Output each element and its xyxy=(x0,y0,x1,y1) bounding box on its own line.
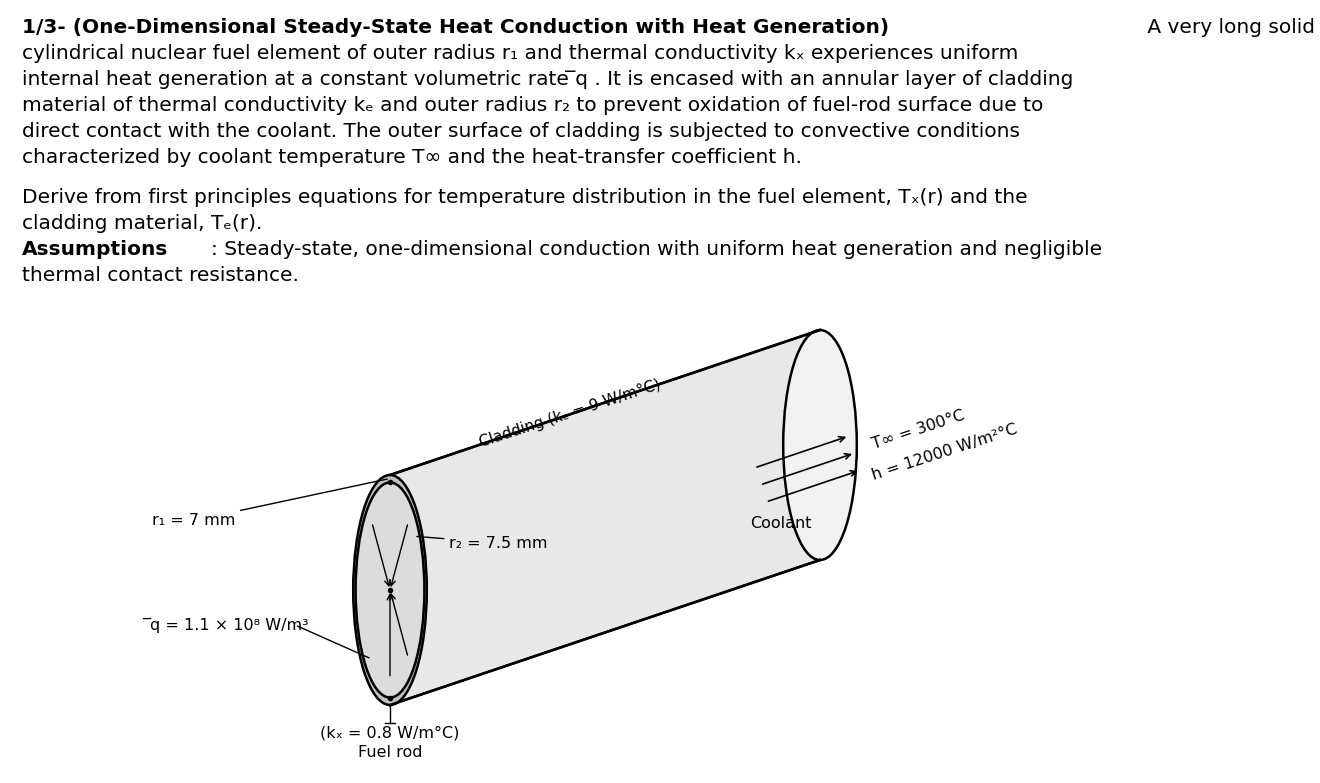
Text: cylindrical nuclear fuel element of outer radius r₁ and thermal conductivity kₓ : cylindrical nuclear fuel element of oute… xyxy=(22,44,1018,63)
Text: internal heat generation at a constant volumetric rate ̅q . It is encased with a: internal heat generation at a constant v… xyxy=(22,70,1073,89)
Text: : Steady-state, one-dimensional conduction with uniform heat generation and negl: : Steady-state, one-dimensional conducti… xyxy=(211,240,1102,259)
Ellipse shape xyxy=(355,482,425,698)
Text: 1/3- (One-Dimensional Steady-State Heat Conduction with Heat Generation): 1/3- (One-Dimensional Steady-State Heat … xyxy=(22,18,890,37)
Polygon shape xyxy=(389,330,820,705)
Text: Cladding (kₑ = 9 W/m°C): Cladding (kₑ = 9 W/m°C) xyxy=(478,377,663,450)
Text: material of thermal conductivity kₑ and outer radius r₂ to prevent oxidation of : material of thermal conductivity kₑ and … xyxy=(22,96,1043,115)
Text: Fuel rod: Fuel rod xyxy=(358,745,422,760)
Ellipse shape xyxy=(783,330,857,560)
Text: A very long solid: A very long solid xyxy=(1140,18,1315,37)
Text: h = 12000 W/m²°C: h = 12000 W/m²°C xyxy=(870,421,1019,482)
Text: thermal contact resistance.: thermal contact resistance. xyxy=(22,266,298,285)
Text: direct contact with the coolant. The outer surface of cladding is subjected to c: direct contact with the coolant. The out… xyxy=(22,122,1020,141)
Ellipse shape xyxy=(354,475,426,705)
Text: ̅q = 1.1 × 10⁸ W/m³: ̅q = 1.1 × 10⁸ W/m³ xyxy=(150,618,309,633)
Text: characterized by coolant temperature T∞ and the heat-transfer coefficient h.: characterized by coolant temperature T∞ … xyxy=(22,148,801,167)
Text: cladding material, Tₑ(r).: cladding material, Tₑ(r). xyxy=(22,214,263,233)
Text: r₂ = 7.5 mm: r₂ = 7.5 mm xyxy=(417,536,548,550)
Text: r₁ = 7 mm: r₁ = 7 mm xyxy=(152,479,387,528)
Text: Assumptions: Assumptions xyxy=(22,240,169,259)
Text: Derive from first principles equations for temperature distribution in the fuel : Derive from first principles equations f… xyxy=(22,188,1028,207)
Text: Coolant: Coolant xyxy=(750,515,812,531)
Text: T∞ = 300°C: T∞ = 300°C xyxy=(870,408,966,452)
Text: (kₓ = 0.8 W/m°C): (kₓ = 0.8 W/m°C) xyxy=(321,725,459,740)
